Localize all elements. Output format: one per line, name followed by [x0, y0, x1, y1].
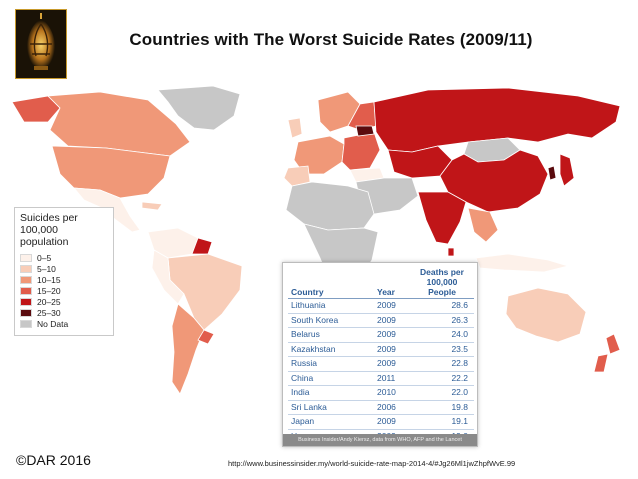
- cell-country: Russia: [288, 356, 374, 372]
- legend-swatch: [20, 253, 32, 262]
- cell-deaths: 19.1: [410, 414, 474, 430]
- header-year: Year: [374, 266, 410, 299]
- map-region-baltics: [355, 125, 375, 137]
- cell-year: 2010: [374, 385, 410, 401]
- slide-title: Countries with The Worst Suicide Rates (…: [129, 30, 533, 49]
- cell-country: Belarus: [288, 327, 374, 343]
- table-row: India 2010 22.0: [288, 385, 474, 401]
- cell-country: Japan: [288, 414, 374, 430]
- map-region-western-europe: [293, 135, 345, 175]
- legend-swatch: [20, 319, 32, 328]
- table-row: Lithuania 2009 28.6: [288, 298, 474, 314]
- header-country: Country: [288, 266, 374, 299]
- map-region-eastern-europe: [341, 131, 381, 171]
- legend-label: 20–25: [37, 296, 61, 307]
- legend-item: 25–30: [20, 307, 108, 318]
- cell-year: 2009: [374, 414, 410, 430]
- cell-year: 2009: [374, 356, 410, 372]
- map-region-argentina: [171, 303, 205, 395]
- cell-country: China: [288, 371, 374, 386]
- map-region-india: [417, 191, 467, 245]
- cell-year: 2009: [374, 327, 410, 343]
- map-region-alaska: [11, 95, 61, 123]
- suicide-rate-table: Country Year Deaths per 100,000 People L…: [288, 266, 474, 444]
- legend-swatch: [20, 297, 32, 306]
- cell-year: 2009: [374, 298, 410, 314]
- map-region-greenland: [157, 85, 241, 131]
- map-region-new-zealand-south: [593, 353, 609, 373]
- suicide-rate-table-card: Country Year Deaths per 100,000 People L…: [282, 262, 478, 447]
- cell-year: 2009: [374, 342, 410, 357]
- table-row: Russia 2009 22.8: [288, 356, 474, 372]
- legend-item: 15–20: [20, 285, 108, 296]
- legend-item: 20–25: [20, 296, 108, 307]
- cell-deaths: 28.6: [410, 298, 474, 314]
- cell-country: Kazakhstan: [288, 342, 374, 357]
- legend-swatch: [20, 275, 32, 284]
- map-region-indonesia: [475, 253, 570, 273]
- table-row: South Korea 2009 26.3: [288, 313, 474, 328]
- lantern-logo-icon: [16, 10, 66, 78]
- map-region-china: [439, 149, 549, 213]
- legend-label: 0–5: [37, 252, 52, 263]
- cell-deaths: 22.2: [410, 371, 474, 386]
- legend-item: 0–5: [20, 252, 108, 263]
- header-deaths: Deaths per 100,000 People: [410, 266, 474, 299]
- map-region-japan: [559, 153, 575, 187]
- map-region-uruguay: [197, 329, 215, 345]
- legend-item: 5–10: [20, 263, 108, 274]
- table-row: Belarus 2009 24.0: [288, 327, 474, 343]
- logo: [15, 9, 67, 79]
- legend-item: No Data: [20, 318, 108, 329]
- cell-deaths: 19.8: [410, 400, 474, 415]
- legend-item: 10–15: [20, 274, 108, 285]
- cell-country: India: [288, 385, 374, 401]
- map-region-usa: [51, 145, 171, 199]
- table-source-credit: Business Insider/Andy Kiersz, data from …: [283, 434, 477, 446]
- table-row: Japan 2009 19.1: [288, 414, 474, 430]
- cell-year: 2011: [374, 371, 410, 386]
- map-region-australia: [505, 287, 587, 343]
- map-region-southeast-asia: [467, 207, 499, 243]
- map-region-caribbean: [141, 201, 163, 211]
- table-header-row: Country Year Deaths per 100,000 People: [288, 266, 474, 299]
- map-region-sri-lanka: [447, 247, 455, 257]
- cell-deaths: 24.0: [410, 327, 474, 343]
- table-body: Lithuania 2009 28.6 South Korea 2009 26.3 Bela…: [288, 298, 474, 444]
- cell-year: 2006: [374, 400, 410, 415]
- legend-swatch: [20, 286, 32, 295]
- legend-label: No Data: [37, 318, 69, 329]
- cell-deaths: 23.5: [410, 342, 474, 357]
- table-row: Kazakhstan 2009 23.5: [288, 342, 474, 357]
- copyright-text: ©DAR 2016: [16, 452, 91, 468]
- source-url[interactable]: http://www.businessinsider.my/world-suic…: [228, 459, 516, 468]
- cell-deaths: 22.0: [410, 385, 474, 401]
- cell-country: Lithuania: [288, 298, 374, 314]
- legend-label: 25–30: [37, 307, 61, 318]
- cell-deaths: 26.3: [410, 313, 474, 328]
- legend-items: 0–5 5–10 10–15 15–20 20–25 25–30 No Data: [20, 252, 108, 329]
- map-region-uk: [287, 117, 303, 139]
- legend-label: 5–10: [37, 263, 56, 274]
- legend-label: 10–15: [37, 274, 61, 285]
- legend-label: 15–20: [37, 285, 61, 296]
- map-legend: Suicides per 100,000 population 0–5 5–10 1…: [14, 207, 114, 336]
- map-region-peru: [151, 249, 185, 305]
- cell-country: South Korea: [288, 313, 374, 328]
- legend-title-line-1: Suicides per: [20, 212, 78, 224]
- cell-deaths: 22.8: [410, 356, 474, 372]
- legend-title: Suicides per 100,000 population: [20, 212, 108, 248]
- legend-swatch: [20, 264, 32, 273]
- table-row: China 2011 22.2: [288, 371, 474, 386]
- table-row: Sri Lanka 2006 19.8: [288, 400, 474, 415]
- cell-year: 2009: [374, 313, 410, 328]
- legend-swatch: [20, 308, 32, 317]
- cell-country: Sri Lanka: [288, 400, 374, 415]
- map-region-korea: [547, 165, 557, 181]
- map-region-new-zealand: [605, 333, 621, 355]
- legend-title-line-2: 100,000 population: [20, 224, 69, 248]
- map-region-north-africa: [285, 181, 375, 231]
